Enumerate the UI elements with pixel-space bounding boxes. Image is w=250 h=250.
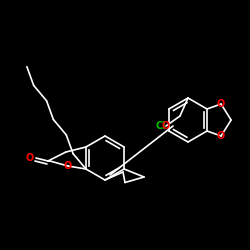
Text: O: O — [162, 121, 170, 131]
Text: O: O — [217, 131, 225, 141]
Text: O: O — [26, 153, 34, 163]
Text: Cl: Cl — [156, 121, 166, 131]
Text: O: O — [217, 99, 225, 109]
Text: O: O — [64, 161, 72, 171]
